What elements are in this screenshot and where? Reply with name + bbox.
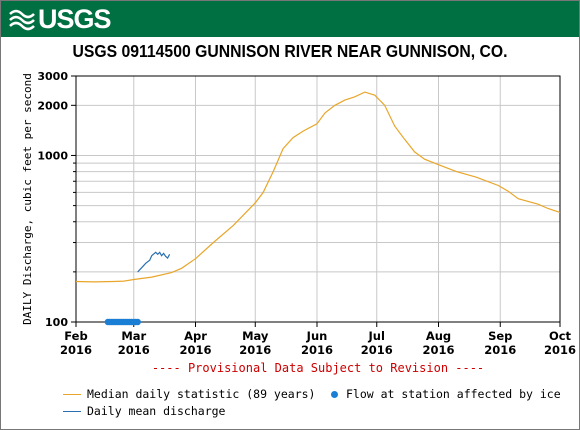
y-ticks: 100 1000 2000 3000 [37,70,76,329]
x-tick-label-year: 2016 [179,343,211,357]
chart-title: USGS 09114500 GUNNISON RIVER NEAR GUNNIS… [72,41,508,61]
median-series-line [75,91,561,283]
x-tick-label-month: Aug [426,329,451,343]
provisional-annotation: ---- Provisional Data Subject to Revisio… [152,361,484,375]
x-tick-label-year: 2016 [239,343,271,357]
y-tick-label: 1000 [37,149,68,162]
x-tick-label-month: Oct [549,329,572,343]
y-axis-label: DAILY Discharge, cubic feet per second [21,73,34,325]
x-tick-label-year: 2016 [484,343,516,357]
x-tick-label-month: Feb [64,329,87,343]
discharge-chart: Feb2016Mar2016Apr2016May2016Jun2016Jul20… [21,70,576,375]
median-line-swatch [63,393,81,395]
legend-ice-label: Flow at station affected by ice [346,387,561,401]
x-tick-label-year: 2016 [422,343,454,357]
legend-daily-label: Daily mean discharge [87,404,226,418]
x-ticks: Feb2016Mar2016Apr2016May2016Jun2016Jul20… [60,322,576,357]
series-layer [75,91,561,326]
legend-median-label: Median daily statistic (89 years) [87,387,316,401]
daily-line-swatch [63,410,81,412]
legend-item-median: Median daily statistic (89 years) [63,387,315,401]
usgs-wave-icon [9,9,35,31]
legend-item-daily: Daily mean discharge [63,404,225,418]
x-tick-label-month: Apr [184,329,207,343]
x-tick-label-month: Jul [368,329,385,343]
usgs-logo-text: USGS [38,3,112,34]
y-tick-label: 3000 [37,70,68,83]
x-tick-label-year: 2016 [301,343,333,357]
x-tick-label-year: 2016 [544,343,576,357]
x-tick-label-year: 2016 [60,343,92,357]
x-tick-label-month: Sep [488,329,512,343]
x-tick-label-month: May [242,329,269,343]
x-tick-label-month: Jun [306,329,328,343]
grid-lines [76,76,560,322]
usgs-banner: USGS [1,1,579,37]
x-tick-label-year: 2016 [118,343,150,357]
y-tick-label: 2000 [37,99,68,112]
ice-marker-point [134,318,141,326]
ice-dot-swatch [331,390,338,398]
legend-item-ice: Flow at station affected by ice [331,387,561,401]
x-tick-label-year: 2016 [361,343,393,357]
plot-frame [75,75,561,323]
x-tick-label-month: Mar [121,329,146,343]
daily-mean-series-line [137,251,171,273]
usgs-logo[interactable]: USGS [9,3,112,34]
y-tick-label: 100 [45,316,68,329]
